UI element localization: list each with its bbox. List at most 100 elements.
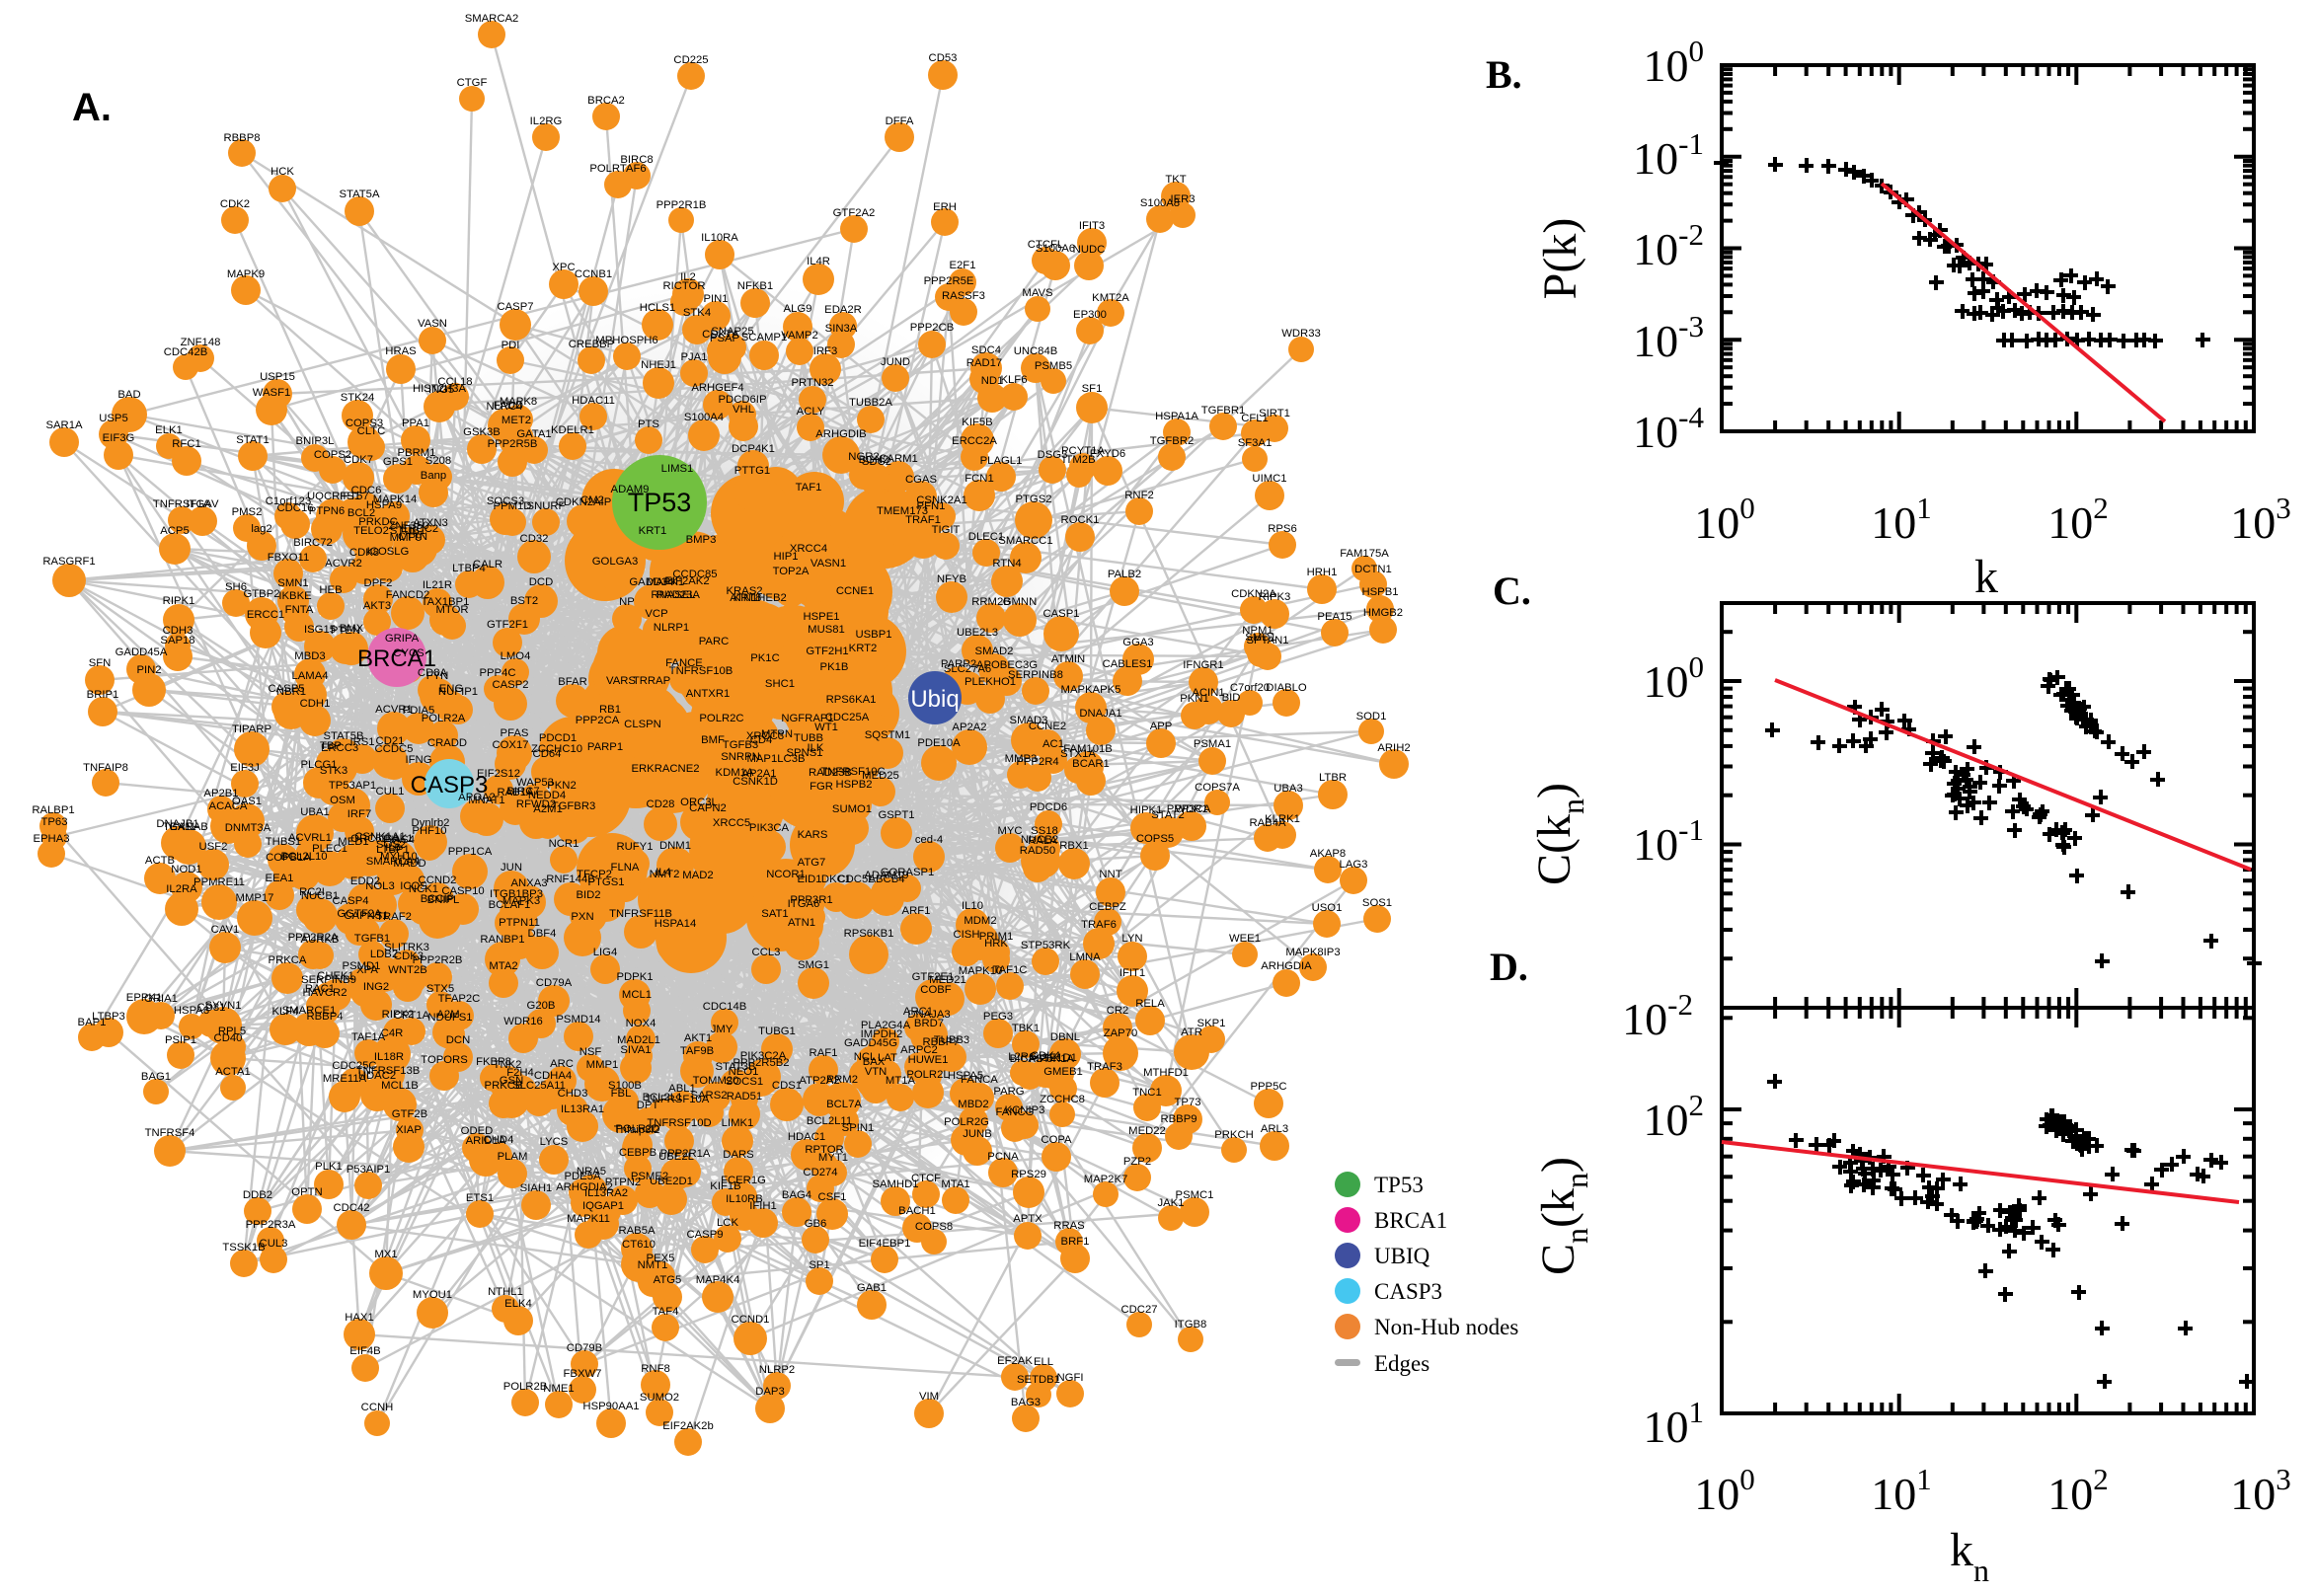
- svg-text:Banp: Banp: [421, 470, 446, 482]
- svg-text:RRAS: RRAS: [1053, 1220, 1085, 1232]
- svg-text:ADAM9: ADAM9: [611, 484, 650, 495]
- svg-text:CDH3: CDH3: [163, 625, 193, 637]
- svg-text:PLAM: PLAM: [498, 1151, 528, 1163]
- svg-text:ANTXR1: ANTXR1: [686, 688, 731, 700]
- svg-text:DCD: DCD: [529, 576, 553, 588]
- svg-text:VARS: VARS: [606, 675, 636, 687]
- svg-text:ING5: ING5: [428, 384, 454, 396]
- svg-text:FANCG: FANCG: [996, 1106, 1035, 1118]
- svg-text:NCOR1: NCOR1: [766, 869, 806, 880]
- svg-text:MTOR: MTOR: [435, 604, 468, 616]
- svg-text:PARC: PARC: [699, 636, 730, 647]
- svg-text:SOS2: SOS2: [376, 839, 406, 851]
- svg-text:ARF1: ARF1: [902, 905, 931, 917]
- svg-text:SAR1A: SAR1A: [45, 419, 83, 431]
- svg-text:TGFB3: TGFB3: [723, 739, 758, 751]
- svg-text:PTS: PTS: [638, 418, 659, 430]
- svg-text:ELK1: ELK1: [155, 424, 183, 436]
- svg-text:ARIH2: ARIH2: [1377, 742, 1410, 754]
- svg-text:PKN2: PKN2: [547, 780, 577, 792]
- svg-text:FBXO11: FBXO11: [268, 552, 310, 564]
- svg-text:GADD34: GADD34: [629, 576, 673, 588]
- svg-text:BRF1: BRF1: [1061, 1236, 1090, 1248]
- svg-text:MYH10: MYH10: [380, 851, 418, 863]
- svg-text:PTPN11: PTPN11: [499, 917, 540, 929]
- svg-text:MMP9: MMP9: [390, 532, 423, 544]
- svg-text:TP53: TP53: [1374, 1173, 1424, 1197]
- svg-text:GB6: GB6: [805, 1218, 827, 1230]
- svg-text:GTF2B: GTF2B: [392, 1108, 427, 1120]
- svg-text:MT1A: MT1A: [886, 1075, 916, 1087]
- svg-text:SHC1: SHC1: [765, 678, 795, 690]
- svg-text:ADAM19: ADAM19: [864, 870, 908, 881]
- svg-text:GOLGA3: GOLGA3: [592, 556, 638, 568]
- svg-text:COPS2: COPS2: [314, 449, 351, 461]
- svg-text:CD8A: CD8A: [418, 667, 448, 679]
- svg-text:CASP3: CASP3: [411, 772, 489, 798]
- svg-text:TAF1C: TAF1C: [993, 964, 1028, 976]
- svg-text:TAF9B: TAF9B: [680, 1045, 714, 1057]
- svg-text:TMEM173: TMEM173: [877, 505, 928, 517]
- svg-text:CD274: CD274: [803, 1167, 837, 1178]
- svg-text:BAG1: BAG1: [141, 1071, 171, 1083]
- svg-text:PDE5A: PDE5A: [564, 1171, 601, 1182]
- svg-text:PEA15: PEA15: [1317, 611, 1351, 623]
- svg-text:RPL5: RPL5: [218, 1026, 246, 1037]
- svg-text:WNT2B: WNT2B: [388, 964, 427, 976]
- svg-text:LIG4: LIG4: [593, 947, 618, 958]
- svg-text:TUBB: TUBB: [794, 732, 823, 744]
- svg-text:RBBP7: RBBP7: [922, 1036, 959, 1048]
- svg-text:B.: B.: [1486, 52, 1522, 97]
- svg-text:ACP5: ACP5: [160, 525, 190, 537]
- svg-text:PBRM1: PBRM1: [398, 447, 436, 459]
- svg-text:SIAH1: SIAH1: [520, 1182, 553, 1194]
- svg-text:CAPNS1: CAPNS1: [344, 910, 388, 922]
- svg-text:SOCS3: SOCS3: [487, 495, 524, 507]
- svg-text:NUCB1: NUCB1: [301, 890, 339, 902]
- svg-text:AP2A2: AP2A2: [952, 722, 986, 733]
- svg-text:PARG: PARG: [993, 1086, 1024, 1098]
- svg-text:DARS: DARS: [723, 1149, 754, 1161]
- svg-text:RIPK3: RIPK3: [1259, 591, 1291, 603]
- svg-text:PXN: PXN: [571, 911, 593, 923]
- svg-text:PTPN6: PTPN6: [309, 505, 345, 517]
- svg-text:PTTG1: PTTG1: [734, 465, 770, 477]
- svg-text:CDC42B: CDC42B: [164, 346, 208, 358]
- svg-text:UQCRFS1: UQCRFS1: [307, 491, 360, 502]
- svg-text:LAMA4: LAMA4: [291, 670, 328, 682]
- svg-text:PARP1: PARP1: [587, 741, 623, 753]
- svg-text:SMAD2: SMAD2: [975, 646, 1014, 657]
- svg-text:EPHA3: EPHA3: [33, 833, 69, 845]
- svg-text:PRKCB: PRKCB: [485, 1080, 523, 1092]
- svg-text:PZP2: PZP2: [1123, 1156, 1151, 1168]
- svg-text:IL6: IL6: [385, 842, 401, 854]
- svg-text:PSMB5: PSMB5: [1035, 360, 1072, 372]
- svg-text:SMAD3: SMAD3: [1010, 715, 1048, 726]
- svg-text:S100B: S100B: [608, 1080, 642, 1092]
- svg-text:TNFRSF10D: TNFRSF10D: [647, 1117, 711, 1129]
- svg-text:ZNF350: ZNF350: [389, 520, 429, 532]
- svg-text:BAX: BAX: [863, 1056, 886, 1068]
- svg-text:JUND: JUND: [881, 356, 910, 368]
- svg-text:HUWE1: HUWE1: [908, 1054, 949, 1066]
- svg-text:SPIN1: SPIN1: [842, 1122, 875, 1134]
- svg-text:Ubiq: Ubiq: [910, 686, 959, 713]
- svg-text:SETDB1: SETDB1: [1017, 1374, 1060, 1386]
- svg-text:TGFBR3: TGFBR3: [552, 800, 596, 812]
- svg-text:PSMC1: PSMC1: [1176, 1189, 1214, 1201]
- svg-text:LAT: LAT: [878, 1052, 897, 1064]
- svg-text:A.: A.: [72, 86, 112, 129]
- svg-text:TRAF1: TRAF1: [905, 514, 941, 526]
- svg-text:FCER1G: FCER1G: [721, 1175, 766, 1186]
- svg-text:CASP5: CASP5: [268, 683, 304, 695]
- svg-text:ICOS: ICOS: [400, 880, 427, 892]
- svg-text:RNASEL: RNASEL: [651, 589, 695, 601]
- svg-text:BST2: BST2: [510, 595, 538, 607]
- svg-text:SF3A1: SF3A1: [1238, 437, 1273, 449]
- svg-text:CISH: CISH: [954, 929, 980, 941]
- svg-text:FANCE: FANCE: [665, 657, 703, 669]
- svg-text:DBNL: DBNL: [1050, 1031, 1080, 1043]
- svg-text:ALG9: ALG9: [784, 303, 812, 315]
- svg-text:CDC5L: CDC5L: [837, 874, 874, 885]
- svg-text:MAPK10: MAPK10: [959, 965, 1003, 977]
